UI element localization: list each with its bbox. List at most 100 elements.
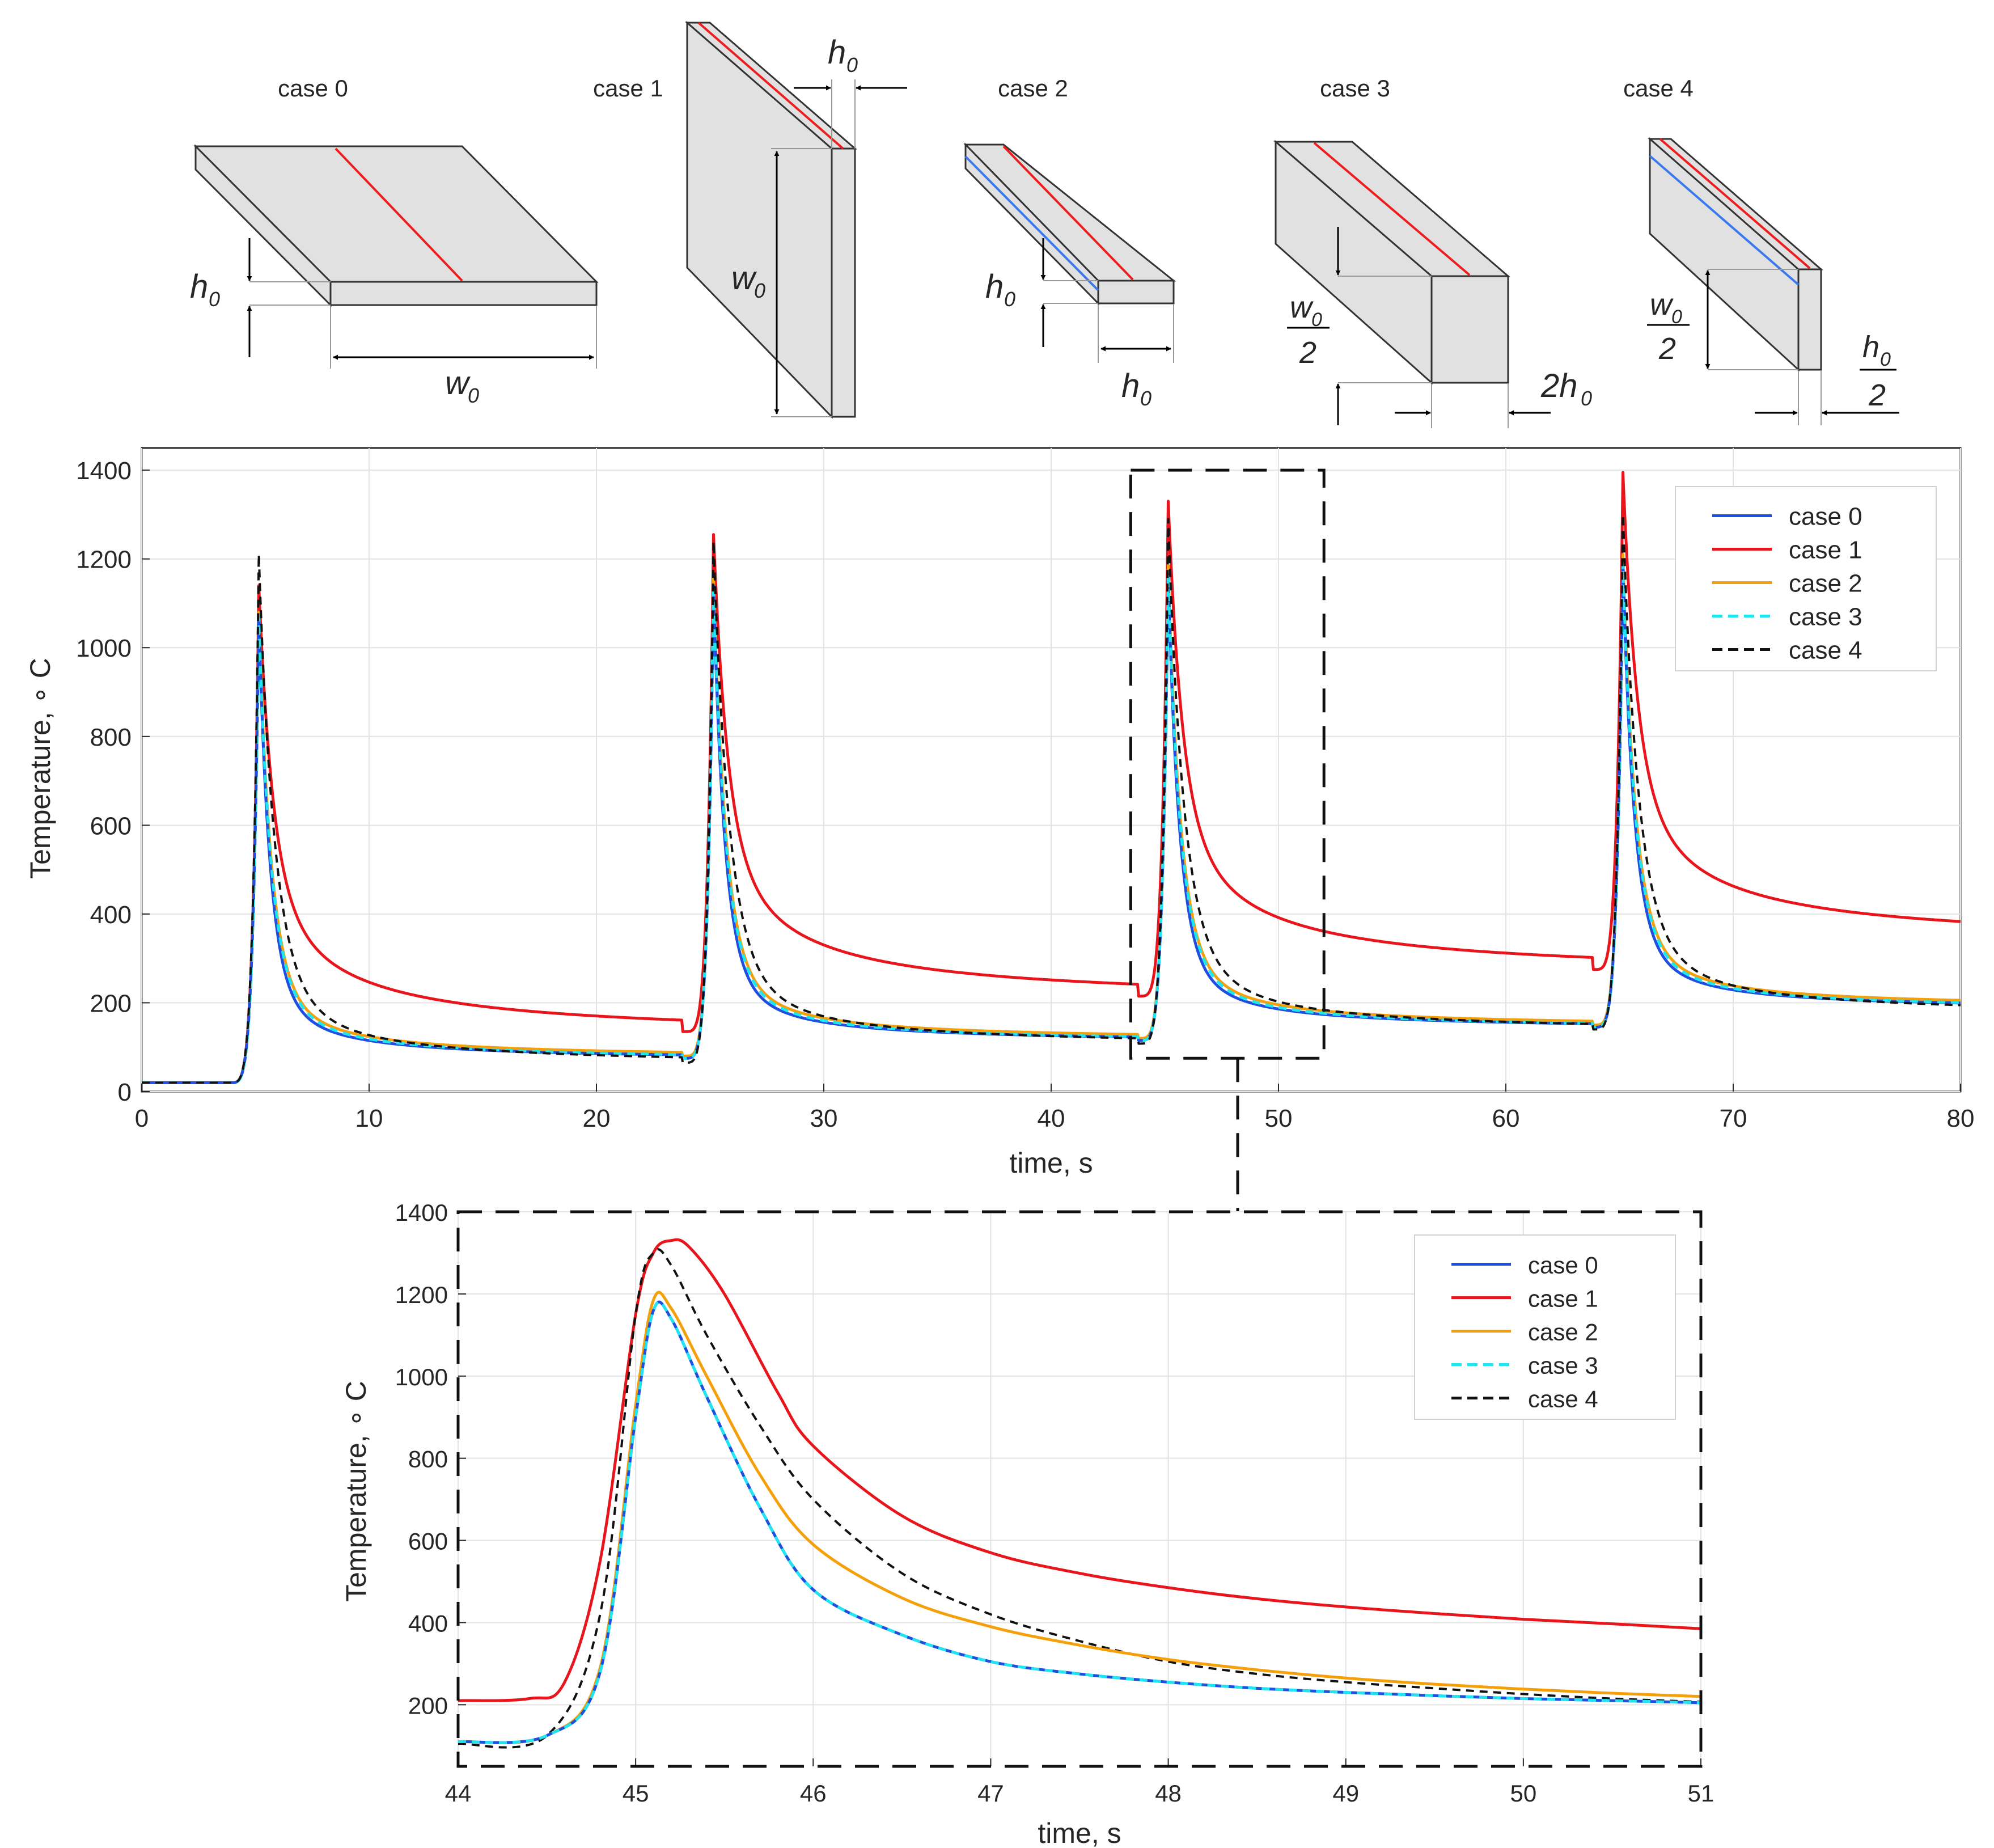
legend-label: case 0 (1789, 503, 1862, 531)
zoom-series-line-case-4 (458, 1248, 1701, 1749)
x-tick-label: 0 (135, 1105, 149, 1132)
case-4-w0-label: w (1650, 287, 1674, 322)
main-x-ticks: 0 10 20 30 40 50 60 70 80 (135, 1084, 1975, 1132)
case-0-label: case 0 (278, 75, 348, 102)
case-3-fraction-denominator: 2 (1299, 336, 1316, 370)
case-3-label: case 3 (1320, 75, 1390, 102)
x-tick-label: 60 (1492, 1105, 1520, 1132)
case-3-2h0-label: 2h (1540, 367, 1578, 404)
case-3-diagram (1273, 139, 1551, 428)
y-tick-label: 1400 (395, 1199, 448, 1226)
main-series (141, 471, 1961, 1084)
series-line-case-1 (141, 471, 1961, 1084)
case-1-h0-label: h (828, 34, 846, 71)
x-tick-label: 46 (800, 1780, 827, 1807)
case-2-h0-sub-bottom: 0 (1140, 387, 1151, 410)
x-tick-label: 44 (445, 1780, 472, 1807)
y-tick-label: 1200 (395, 1282, 448, 1308)
zoom-chart: 44 45 46 47 48 49 50 51 200 400 600 800 1000 1200 140… (340, 1199, 1714, 1848)
x-tick-label: 70 (1720, 1105, 1747, 1132)
case-4-diagram (1648, 137, 1899, 425)
y-tick-label: 200 (90, 989, 132, 1017)
case-0-w0-label: w (445, 365, 471, 401)
case-1-w0-sub: 0 (754, 279, 765, 302)
case-4-h0-sub: 0 (1880, 349, 1891, 370)
y-tick-label: 600 (408, 1528, 448, 1555)
zoom-series (458, 1238, 1701, 1749)
case-1-diagram (684, 20, 907, 419)
x-tick-label: 47 (977, 1780, 1004, 1807)
zoom-series-line-case-1 (458, 1238, 1701, 1702)
zoom-legend: case 0 case 1 case 2 case 3 case 4 (1414, 1234, 1676, 1420)
case-2-h0-label-bottom: h (1121, 367, 1140, 404)
case-2-h0-label: h (985, 268, 1004, 305)
y-tick-label: 400 (90, 901, 132, 929)
case-4-fraction-denominator-2: 2 (1868, 378, 1886, 412)
x-tick-label: 45 (623, 1780, 649, 1807)
zoom-y-axis-label: Temperature, ∘ C (340, 1381, 372, 1602)
y-tick-label: 800 (408, 1446, 448, 1473)
zoom-grid (458, 1211, 1701, 1766)
series-line-case-2 (141, 553, 1961, 1084)
zoom-series-line-case-3 (458, 1300, 1701, 1744)
case-0-h0-sub: 0 (209, 287, 220, 311)
main-x-axis-label: time, s (1009, 1147, 1093, 1179)
case-4-label: case 4 (1623, 75, 1694, 102)
legend-box (1414, 1234, 1676, 1420)
case-4-h0-label: h (1862, 330, 1879, 364)
x-tick-label: 49 (1332, 1780, 1359, 1807)
x-tick-label: 50 (1510, 1780, 1536, 1807)
case-1-h0-sub: 0 (846, 53, 858, 77)
series-line-case-4 (142, 513, 1961, 1084)
legend-label: case 1 (1789, 536, 1862, 564)
y-tick-label: 1400 (76, 457, 132, 485)
y-tick-label: 800 (90, 724, 132, 751)
legend-box (1675, 486, 1937, 671)
case-1-w0-label: w (731, 260, 757, 297)
y-tick-label: 600 (90, 812, 132, 840)
legend-label: case 3 (1528, 1352, 1598, 1379)
case-3-w0-sub: 0 (1311, 309, 1322, 331)
case-4-fraction-denominator: 2 (1658, 332, 1676, 366)
legend-label: case 4 (1789, 637, 1862, 665)
case-2-diagram (963, 142, 1176, 363)
y-tick-label: 1200 (76, 546, 132, 574)
x-tick-label: 30 (810, 1105, 838, 1132)
zoom-x-axis-label: time, s (1038, 1817, 1121, 1848)
geometry-diagrams: case 0 case 1 case 2 case 3 case 4 h 0 w… (190, 20, 1899, 428)
case-2-h0-sub: 0 (1004, 287, 1015, 311)
legend-label: case 0 (1528, 1252, 1598, 1279)
main-y-axis-label: Temperature, ∘ C (24, 658, 56, 879)
case-4-w0-sub: 0 (1671, 306, 1682, 328)
case-3-2h0-sub: 0 (1581, 387, 1592, 410)
zoom-y-ticks: 200 400 600 800 1000 1200 1400 (395, 1199, 466, 1719)
x-tick-label: 48 (1155, 1780, 1182, 1807)
case-0-h0-label: h (190, 268, 208, 305)
legend-label: case 3 (1789, 603, 1862, 631)
case-0-w0-sub: 0 (468, 384, 479, 407)
zoom-plot-border (456, 1210, 1703, 1768)
legend-label: case 1 (1528, 1285, 1598, 1312)
y-tick-label: 1000 (395, 1364, 448, 1390)
zoom-x-ticks: 44 45 46 47 48 49 50 51 (445, 1758, 1714, 1807)
zoom-box (1129, 468, 1326, 1060)
x-tick-label: 51 (1688, 1780, 1714, 1807)
x-tick-label: 40 (1038, 1105, 1065, 1132)
legend-label: case 2 (1528, 1319, 1598, 1346)
legend-label: case 4 (1528, 1386, 1598, 1413)
x-tick-label: 80 (1947, 1105, 1975, 1132)
case-2-label: case 2 (998, 75, 1068, 102)
main-legend: case 0 case 1 case 2 case 3 case 4 (1675, 486, 1937, 671)
x-tick-label: 20 (583, 1105, 611, 1132)
x-tick-label: 10 (355, 1105, 383, 1132)
legend-label: case 2 (1789, 570, 1862, 598)
main-chart: 0 10 20 30 40 50 60 70 80 0 200 400 600 800 1000 1200 1… (24, 447, 1975, 1179)
y-tick-label: 0 (118, 1079, 132, 1106)
y-tick-label: 200 (408, 1692, 448, 1719)
case-3-w0-label: w (1290, 290, 1314, 324)
case-1-label: case 1 (593, 75, 663, 102)
x-tick-label: 50 (1265, 1105, 1293, 1132)
main-y-ticks: 0 200 400 600 800 1000 1200 1400 (76, 457, 150, 1106)
y-tick-label: 400 (408, 1610, 448, 1636)
